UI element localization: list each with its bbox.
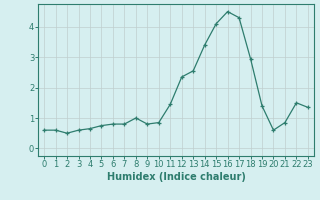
X-axis label: Humidex (Indice chaleur): Humidex (Indice chaleur) xyxy=(107,172,245,182)
